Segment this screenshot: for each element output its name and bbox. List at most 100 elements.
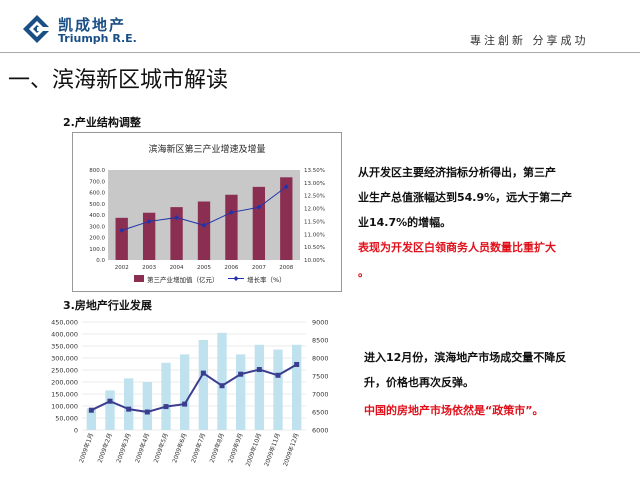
chart-legend: 第三产业增加值（亿元） 增长率（%） xyxy=(134,275,286,284)
volume-bar xyxy=(161,362,171,430)
volume-bar xyxy=(124,378,134,430)
y-right-tick-label: 6500 xyxy=(312,409,329,417)
volume-bar xyxy=(180,354,190,430)
x-tick-label: 2009年8月 xyxy=(208,432,226,464)
y-right-tick-label: 10.00% xyxy=(304,258,325,264)
price-point xyxy=(238,371,244,377)
x-tick-label: 2009年11月 xyxy=(262,432,281,468)
volume-bar xyxy=(236,354,246,430)
volume-bar xyxy=(198,340,208,430)
price-point xyxy=(163,404,169,410)
volume-bar xyxy=(86,408,96,430)
price-point xyxy=(275,372,281,378)
growth-rate-point xyxy=(174,215,180,221)
x-tick-label: 2009年7月 xyxy=(189,432,207,464)
y-left-tick-label: 0 xyxy=(74,427,78,435)
bar-value xyxy=(170,207,183,260)
x-tick-label: 2009年6月 xyxy=(170,432,188,464)
y-right-tick-label: 7500 xyxy=(312,373,329,381)
volume-bar xyxy=(273,349,283,430)
y-right-tick-label: 12.50% xyxy=(304,194,325,200)
section2-highlight: 中国的房地产市场依然是“政策市”。 xyxy=(364,404,544,417)
legend-label-bar: 第三产业增加值（亿元） xyxy=(147,275,219,284)
y-left-tick-label: 250,000 xyxy=(51,367,78,375)
realestate-market-chart: 0 50,000 100,000 150,000 200,000 250,000 300,0… xyxy=(51,319,329,468)
section-title-realestate: 3.房地产行业发展 xyxy=(63,299,152,312)
legend-label-line: 增长率（%） xyxy=(247,275,286,284)
y-left-tick-label: 200,000 xyxy=(51,379,78,387)
bar-value xyxy=(115,217,128,260)
bar-value xyxy=(197,201,211,260)
y-left-tick-label: 400.0 xyxy=(89,213,105,219)
y-left-tick-label: 500.0 xyxy=(89,202,105,208)
bar-value xyxy=(252,186,266,260)
section2-text: 进入12月份，滨海地产市场成交量不降反 升，价格也再次反弹。 xyxy=(364,345,566,395)
x-tick-label: 2003 xyxy=(142,265,156,271)
y-left-tick-label: 100.0 xyxy=(89,247,105,253)
growth-rate-point xyxy=(146,218,152,224)
growth-rate-point xyxy=(228,209,234,215)
y-right-tick-label: 13.00% xyxy=(304,181,325,187)
y-left-tick-label: 600.0 xyxy=(89,191,105,197)
section-title-industry: 2.产业结构调整 xyxy=(63,116,141,129)
y-left-tick-label: 200.0 xyxy=(89,236,105,242)
section1-text-line: 业14.7%的增幅。 xyxy=(358,216,452,229)
section1-text-line: 从开发区主要经济指标分析得出，第三产 xyxy=(358,166,556,179)
header-divider xyxy=(0,52,640,53)
y-right-tick-label: 12.00% xyxy=(304,207,325,213)
volume-bar xyxy=(217,332,227,430)
section1-text: 从开发区主要经济指标分析得出，第三产 业生产总值涨幅达到54.9%，远大于第二产… xyxy=(358,160,572,235)
x-tick-label: 2008 xyxy=(279,265,293,271)
price-point xyxy=(219,383,225,389)
price-point xyxy=(144,409,150,415)
price-line xyxy=(90,363,298,414)
section1-highlight: 表现为开发区白领商务人员数量比重扩大 。 xyxy=(358,235,556,285)
x-tick-label: 2009年10月 xyxy=(244,432,263,468)
price-point xyxy=(107,398,113,404)
x-tick-label: 2009年1月 xyxy=(77,432,95,464)
growth-rate-point xyxy=(119,227,125,233)
bar-value xyxy=(142,212,156,260)
x-tick-label: 2006 xyxy=(224,265,238,271)
bar-value xyxy=(225,194,238,260)
x-tick-label: 2009年4月 xyxy=(133,432,151,464)
y-right-tick-label: 8000 xyxy=(312,355,329,363)
price-point xyxy=(256,367,262,373)
volume-bar xyxy=(105,390,115,430)
y-right-tick-label: 11.00% xyxy=(304,232,325,238)
x-tick-label: 2007 xyxy=(252,265,266,271)
volume-bar xyxy=(254,344,264,430)
volume-bar xyxy=(142,382,152,430)
section2-text-line: 进入12月份，滨海地产市场成交量不降反 xyxy=(364,351,567,364)
legend-swatch-bar xyxy=(134,275,144,282)
y-left-tick-label: 400,000 xyxy=(51,331,78,339)
brand-name-en: Triumph R.E. xyxy=(58,32,137,45)
y-right-tick-label: 11.50% xyxy=(304,219,325,225)
y-left-tick-label: 0.0 xyxy=(96,258,105,264)
section1-text-line: 业生产总值涨幅达到54.9%，远大于第二产 xyxy=(358,191,573,204)
x-tick-label: 2005 xyxy=(197,265,211,271)
x-tick-label: 2009年9月 xyxy=(226,432,244,464)
y-right-tick-label: 10.50% xyxy=(304,245,325,251)
chart-title: 滨海新区第三产业增速及增量 xyxy=(148,143,265,155)
price-point xyxy=(200,370,206,376)
section1-highlight-line: 。 xyxy=(358,266,369,279)
slogan: 專注創新 分享成功 xyxy=(470,34,589,47)
y-right-tick-label: 9000 xyxy=(312,319,329,327)
y-left-tick-label: 700.0 xyxy=(89,179,105,185)
section1-highlight-line: 表现为开发区白领商务人员数量比重扩大 xyxy=(358,241,556,254)
price-point xyxy=(88,407,94,413)
y-right-tick-label: 7000 xyxy=(312,391,329,399)
y-left-tick-label: 300,000 xyxy=(51,355,78,363)
growth-rate-point xyxy=(283,184,289,190)
y-right-tick-label: 8500 xyxy=(312,337,329,345)
x-tick-label: 2009年3月 xyxy=(114,432,132,464)
x-tick-label: 2004 xyxy=(170,265,184,271)
industry-growth-chart: 滨海新区第三产业增速及增量 0.0 100.0 200.0 300.0 400.0 500… xyxy=(72,132,342,292)
y-left-tick-label: 350,000 xyxy=(51,343,78,351)
bar-value xyxy=(280,177,293,260)
volume-bar xyxy=(292,344,302,430)
y-left-tick-label: 150,000 xyxy=(51,391,78,399)
page-title: 一、滨海新区城市解读 xyxy=(8,68,229,93)
x-tick-label: 2009年2月 xyxy=(96,432,114,464)
